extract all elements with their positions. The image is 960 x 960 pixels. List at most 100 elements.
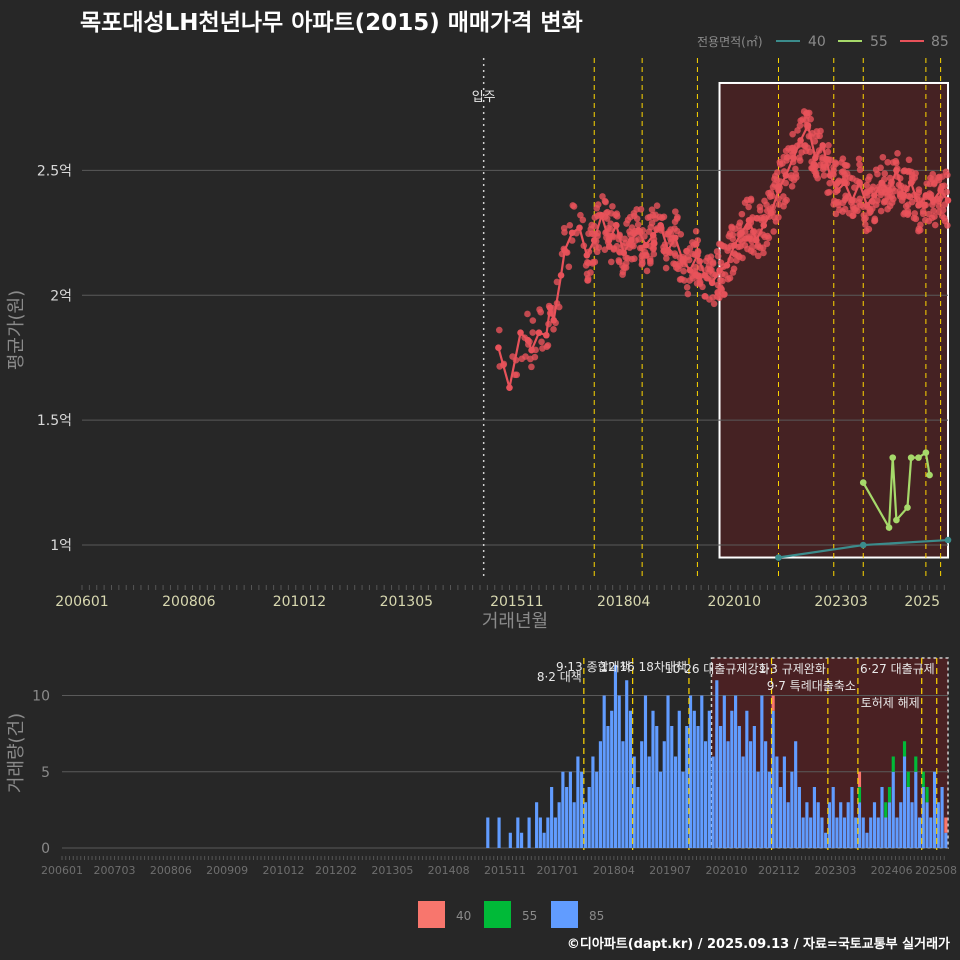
price-point-85 [877,207,885,215]
price-point-85 [738,229,745,237]
price-point-85 [565,263,573,271]
bottom-x-tick-label: 202508 [915,864,957,877]
price-point-85 [495,344,502,352]
price-point-85 [753,214,761,222]
price-point-85 [866,187,873,195]
bottom-legend-label-55: 55 [522,909,537,923]
price-point-85 [683,284,691,291]
price-point-85 [811,138,819,145]
volume-bar-85 [760,695,764,848]
price-point-85 [856,161,863,168]
bottom-x-tick-label: 200703 [94,864,136,877]
price-point-85 [524,310,531,318]
price-point-85 [739,238,746,245]
volume-bar-55 [906,771,910,787]
price-point-85 [686,266,694,274]
volume-bar-85 [782,756,786,848]
volume-bar-55 [891,756,895,772]
volume-bar-85 [861,817,865,848]
price-point-85 [754,252,762,260]
volume-bar-85 [658,771,663,848]
price-point-55 [893,516,900,524]
volume-bar-85 [872,802,877,848]
price-point-85 [577,211,584,219]
volume-bar-40 [771,695,775,711]
price-point-85 [509,353,516,360]
volume-bar-85 [726,741,730,848]
volume-bar-85 [568,771,572,848]
price-point-85 [915,186,923,193]
price-point-85 [850,205,857,213]
top-legend-label-55: 55 [870,34,888,50]
price-point-85 [801,142,809,149]
price-point-85 [939,173,946,180]
volume-bar-40 [857,771,862,787]
price-point-85 [591,258,599,266]
volume-bar-85 [670,726,674,848]
price-point-85 [620,249,628,257]
volume-bar-55 [887,787,892,803]
price-point-85 [638,261,646,268]
volume-bar-85 [718,726,723,848]
price-point-85 [841,179,849,187]
price-point-85 [796,122,804,129]
price-point-85 [594,201,602,208]
price-point-85 [584,276,592,284]
price-point-85 [807,115,814,123]
volume-bar-85 [662,741,666,848]
price-point-85 [555,303,563,311]
bottom-legend: 40 55 85 [418,901,604,928]
price-point-85 [806,148,814,156]
volume-bar-85 [561,771,565,848]
volume-bar-85 [610,710,614,848]
price-point-85 [531,353,539,361]
price-point-85 [495,326,503,334]
price-point-85 [789,154,797,162]
volume-bar-85 [820,817,824,848]
chart-title: 목포대성LH천년나무 아파트(2015) 매매가격 변화 [80,10,583,36]
bottom-x-tick-label: 201907 [649,864,691,877]
price-point-85 [591,214,599,221]
price-point-85 [856,179,863,187]
price-point-85 [905,156,913,164]
price-point-85 [603,215,611,222]
price-point-85 [719,277,726,285]
volume-bar-85 [643,695,648,848]
volume-bar-85 [557,802,561,848]
volume-bar-85 [527,817,531,848]
price-point-85 [893,167,900,174]
price-point-85 [915,202,922,209]
price-point-85 [607,258,615,266]
price-point-85 [915,225,923,233]
price-point-85 [944,222,951,229]
bottom-x-tick-label: 201408 [428,864,470,877]
volume-bar-85 [891,771,895,848]
price-point-85 [709,260,717,268]
top-legend-label-40: 40 [808,34,826,50]
price-point-85 [930,180,938,188]
volume-bar-85 [666,695,670,848]
bottom-x-tick-label: 202406 [871,864,913,877]
price-point-85 [680,267,687,275]
price-point-85 [692,227,700,235]
price-point-85 [911,210,919,217]
price-point-85 [524,336,532,344]
price-point-85 [658,214,666,222]
price-point-85 [644,214,652,221]
top-x-tick-label: 202010 [708,594,761,610]
volume-bar-85 [917,817,922,848]
price-point-85 [529,329,537,336]
price-point-85 [935,202,943,210]
price-point-85 [848,197,856,204]
volume-bar-85 [741,756,745,848]
price-point-55 [859,479,867,486]
price-point-85 [771,175,778,183]
top-x-tick-label: 200601 [55,594,108,610]
price-point-85 [931,221,939,229]
price-point-85 [646,255,654,263]
price-point-85 [794,127,801,134]
volume-bar-85 [681,771,685,848]
price-point-85 [538,338,545,346]
price-point-85 [701,271,709,279]
volume-bar-85 [767,771,771,848]
